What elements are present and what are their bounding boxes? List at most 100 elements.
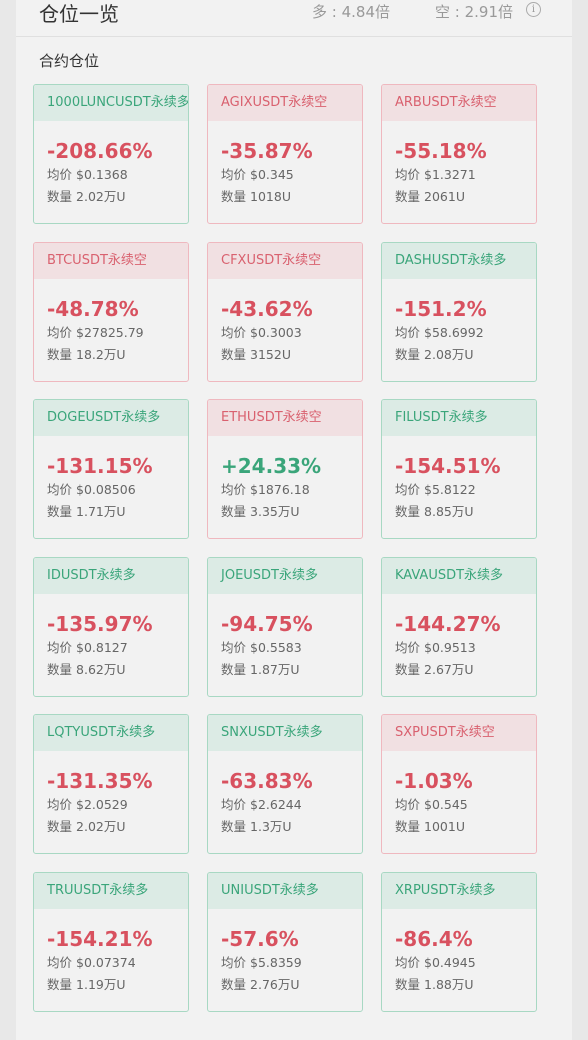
position-card[interactable]: JOEUSDT永续多 -94.75% 均价 $0.5583 数量 1.87万U <box>207 556 363 697</box>
position-card[interactable]: TRUUSDT永续多 -154.21% 均价 $0.07374 数量 1.19万U <box>33 871 189 1012</box>
avg-price-value: $2.0529 <box>76 797 128 812</box>
position-card[interactable]: SXPUSDT永续空 -1.03% 均价 $0.545 数量 1001U <box>381 714 537 854</box>
position-card[interactable]: IDUSDT永续多 -135.97% 均价 $0.8127 数量 8.62万U <box>33 556 189 697</box>
avg-price-label: 均价 <box>395 797 421 812</box>
avg-price-label: 均价 <box>47 167 73 182</box>
position-pnl-percent: -86.4% <box>395 926 473 951</box>
avg-price-label: 均价 <box>221 482 247 497</box>
quantity-label: 数量 <box>47 346 73 362</box>
quantity-label: 数量 <box>395 661 421 677</box>
avg-price-value: $58.6992 <box>424 324 484 340</box>
quantity-label: 数量 <box>47 819 73 834</box>
avg-price-value: $0.4945 <box>424 954 476 970</box>
position-card[interactable]: CFXUSDT永续空 -43.62% 均价 $0.3003 数量 3152U <box>207 241 363 382</box>
quantity-row: 数量 8.85万U <box>382 501 536 523</box>
avg-price-value: $0.1368 <box>76 167 128 182</box>
quantity-label: 数量 <box>395 504 421 519</box>
avg-price-label: 均价 <box>47 482 73 497</box>
position-card[interactable]: SNXUSDT永续多 -63.83% 均价 $2.6244 数量 1.3万U <box>207 714 363 854</box>
avg-price-label: 均价 <box>221 324 247 340</box>
quantity-row: 数量 2.76万U <box>208 974 362 996</box>
position-card[interactable]: BTCUSDT永续空 -48.78% 均价 $27825.79 数量 18.2万U <box>33 241 189 382</box>
avg-price-row: 均价 $0.07374 <box>34 952 188 974</box>
position-card[interactable]: AGIXUSDT永续空 -35.87% 均价 $0.345 数量 1018U <box>207 84 363 224</box>
quantity-row: 数量 1.88万U <box>382 974 536 996</box>
avg-price-row: 均价 $0.9513 <box>382 637 536 659</box>
position-card[interactable]: 1000LUNCUSDT永续多 -208.66% 均价 $0.1368 数量 2.02万U <box>33 84 189 224</box>
position-card[interactable]: ARBUSDT永续空 -55.18% 均价 $1.3271 数量 2061U <box>381 84 537 224</box>
avg-price-row: 均价 $1876.18 <box>208 479 362 501</box>
position-pnl-percent: -144.27% <box>395 611 501 636</box>
position-pnl-percent: -135.97% <box>47 611 153 636</box>
position-pnl-percent: -43.62% <box>221 296 313 321</box>
avg-price-label: 均价 <box>395 167 421 182</box>
position-pnl-percent: -1.03% <box>395 769 473 793</box>
quantity-label: 数量 <box>47 504 73 519</box>
quantity-row: 数量 2.67万U <box>382 659 536 681</box>
position-symbol: ARBUSDT永续空 <box>382 85 536 121</box>
avg-price-value: $1.3271 <box>424 167 476 182</box>
avg-price-value: $0.545 <box>424 797 468 812</box>
position-pnl-percent: -94.75% <box>221 611 313 636</box>
position-card[interactable]: FILUSDT永续多 -154.51% 均价 $5.8122 数量 8.85万U <box>381 399 537 539</box>
position-pnl-percent: -131.15% <box>47 454 153 478</box>
position-symbol: SXPUSDT永续空 <box>382 715 536 751</box>
quantity-row: 数量 8.62万U <box>34 659 188 681</box>
avg-price-value: $0.8127 <box>76 639 128 655</box>
avg-price-row: 均价 $0.8127 <box>34 637 188 659</box>
position-symbol: JOEUSDT永续多 <box>208 557 362 594</box>
position-symbol: DASHUSDT永续多 <box>382 242 536 279</box>
quantity-value: 3.35万U <box>250 504 300 519</box>
quantity-row: 数量 3152U <box>208 344 362 366</box>
position-card[interactable]: ETHUSDT永续空 +24.33% 均价 $1876.18 数量 3.35万U <box>207 399 363 539</box>
quantity-value: 1.19万U <box>76 976 126 992</box>
position-pnl-percent: -131.35% <box>47 769 153 793</box>
position-card[interactable]: XRPUSDT永续多 -86.4% 均价 $0.4945 数量 1.88万U <box>381 871 537 1012</box>
position-symbol: TRUUSDT永续多 <box>34 872 188 909</box>
position-card[interactable]: DOGEUSDT永续多 -131.15% 均价 $0.08506 数量 1.71万U <box>33 399 189 539</box>
avg-price-row: 均价 $0.1368 <box>34 164 188 186</box>
quantity-label: 数量 <box>395 346 421 362</box>
position-card[interactable]: KAVAUSDT永续多 -144.27% 均价 $0.9513 数量 2.67万U <box>381 556 537 697</box>
avg-price-value: $27825.79 <box>76 324 144 340</box>
quantity-row: 数量 1001U <box>382 816 536 838</box>
avg-price-row: 均价 $0.3003 <box>208 322 362 344</box>
quantity-label: 数量 <box>395 189 421 204</box>
avg-price-row: 均价 $1.3271 <box>382 164 536 186</box>
quantity-value: 8.85万U <box>424 504 474 519</box>
quantity-row: 数量 2061U <box>382 186 536 208</box>
quantity-row: 数量 1.19万U <box>34 974 188 996</box>
position-symbol: DOGEUSDT永续多 <box>34 400 188 436</box>
position-pnl-percent: -208.66% <box>47 139 153 163</box>
quantity-label: 数量 <box>47 661 73 677</box>
quantity-value: 1.88万U <box>424 976 474 992</box>
position-card[interactable]: LQTYUSDT永续多 -131.35% 均价 $2.0529 数量 2.02万U <box>33 714 189 854</box>
long-leverage-ratio: 多 : 4.84倍 <box>312 3 390 21</box>
quantity-row: 数量 2.08万U <box>382 344 536 366</box>
avg-price-label: 均价 <box>395 482 421 497</box>
avg-price-row: 均价 $0.08506 <box>34 479 188 501</box>
section-title: 合约仓位 <box>39 52 100 70</box>
positions-panel: 仓位一览 多 : 4.84倍 空 : 2.91倍 i 合约仓位 1000LUNC… <box>16 0 572 1040</box>
avg-price-label: 均价 <box>221 797 247 812</box>
avg-price-label: 均价 <box>395 324 421 340</box>
avg-price-value: $5.8122 <box>424 482 476 497</box>
info-icon[interactable]: i <box>526 2 541 17</box>
position-symbol: IDUSDT永续多 <box>34 557 188 594</box>
position-symbol: LQTYUSDT永续多 <box>34 715 188 751</box>
position-symbol: BTCUSDT永续空 <box>34 242 188 279</box>
position-symbol: FILUSDT永续多 <box>382 400 536 436</box>
avg-price-row: 均价 $2.6244 <box>208 794 362 816</box>
quantity-row: 数量 1.87万U <box>208 659 362 681</box>
avg-price-value: $0.9513 <box>424 639 476 655</box>
avg-price-value: $0.3003 <box>250 324 302 340</box>
position-pnl-percent: -63.83% <box>221 769 313 793</box>
quantity-row: 数量 1.71万U <box>34 501 188 523</box>
quantity-value: 3152U <box>250 346 291 362</box>
quantity-label: 数量 <box>47 976 73 992</box>
position-card[interactable]: DASHUSDT永续多 -151.2% 均价 $58.6992 数量 2.08万U <box>381 241 537 382</box>
avg-price-row: 均价 $5.8122 <box>382 479 536 501</box>
avg-price-row: 均价 $0.345 <box>208 164 362 186</box>
position-card[interactable]: UNIUSDT永续多 -57.6% 均价 $5.8359 数量 2.76万U <box>207 871 363 1012</box>
quantity-row: 数量 3.35万U <box>208 501 362 523</box>
